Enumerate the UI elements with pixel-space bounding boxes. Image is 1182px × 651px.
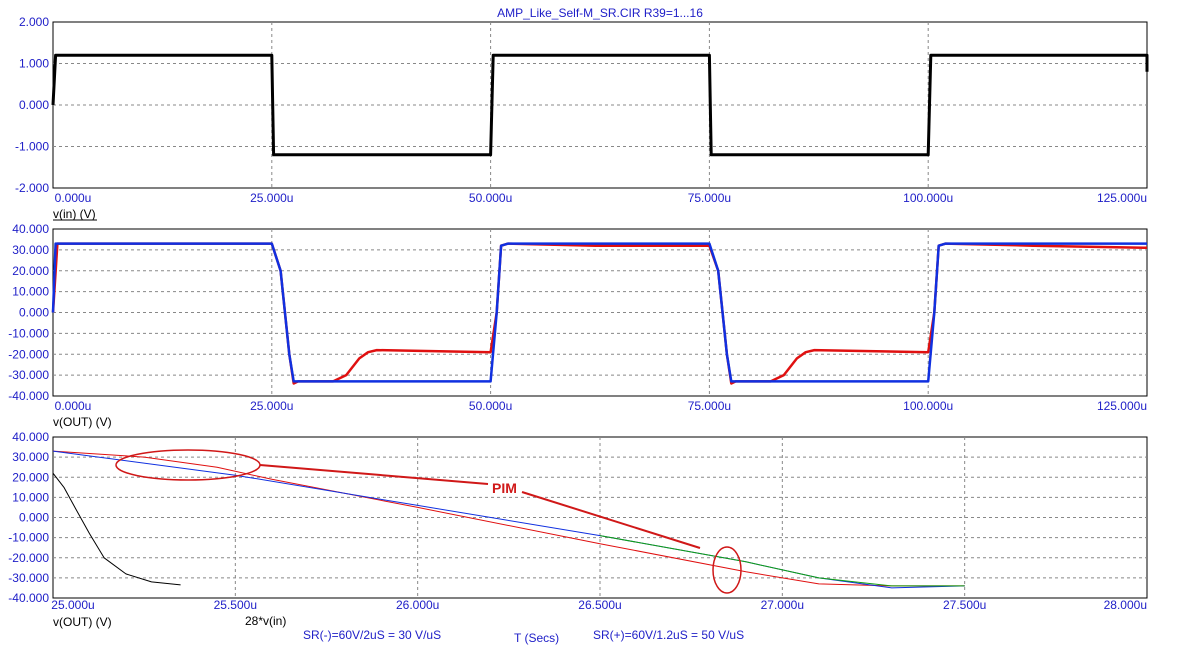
y-tick-label: 0.000 [19,306,49,320]
x-tick-label: 0.000u [55,191,92,205]
x-tick-label: 26.500u [578,598,621,612]
axis-ylabel: v(OUT) (V) [53,415,112,429]
x-tick-label: 28.000u [1104,598,1147,612]
series-label: 28*v(in) [245,614,286,628]
chart-title: AMP_Like_Self-M_SR.CIR R39=1...16 [497,6,703,20]
series-line [52,450,965,587]
x-axis-label: T (Secs) [514,631,559,645]
y-tick-label: -10.000 [8,326,49,340]
panel-output: 40.000 30.000 20.000 10.000 0.000 -10.000 -20.… [8,222,1148,429]
y-tick-label: 0.000 [19,511,49,525]
sr-minus-label: SR(-)=60V/2uS = 30 V/uS [303,628,441,642]
x-tick-label: 25.000u [250,191,293,205]
pim-label: PIM [492,480,517,496]
x-tick-label: 26.000u [396,598,439,612]
y-tick-label: -40.000 [8,389,49,403]
x-tick-label: 0.000u [55,399,92,413]
pim-arrow-left [259,464,489,485]
panel-zoom: 40.000 30.000 20.000 10.000 0.000 -10.000 -20.… [8,430,1148,629]
x-tick-label: 27.000u [761,598,804,612]
x-tick-label: 100.000u [903,399,953,413]
y-tick-label: 0.000 [19,98,49,112]
y-tick-label: 10.000 [12,285,49,299]
y-tick-label: 20.000 [12,470,49,484]
y-tick-label: -1.000 [15,140,49,154]
y-tick-label: -2.000 [15,181,49,195]
sr-plus-label: SR(+)=60V/1.2uS = 50 V/uS [593,628,744,642]
y-tick-label: 20.000 [12,264,49,278]
y-tick-label: 30.000 [12,243,49,257]
x-tick-label: 125.000u [1097,399,1147,413]
series-line [51,242,1147,383]
y-tick-label: -10.000 [8,531,49,545]
y-tick-label: 40.000 [12,430,49,444]
y-tick-label: -20.000 [8,347,49,361]
y-tick-label: 10.000 [12,490,49,504]
series-line [51,242,1148,385]
y-tick-label: -40.000 [8,591,49,605]
x-tick-label: 25.000u [250,399,293,413]
series-line [599,535,965,587]
annotation-layer: PIM SR(-)=60V/2uS = 30 V/uS T (Secs) SR(… [115,449,744,645]
pim-ellipse-left [115,449,261,481]
x-tick-label: 50.000u [469,399,512,413]
x-tick-label: 125.000u [1097,191,1147,205]
pim-arrow-right [521,491,701,549]
series-line [52,472,181,586]
x-tick-label: 75.000u [688,399,731,413]
panel-input: 2.000 1.000 0.000 -1.000 -2.000 0.000u 25.000u… [15,15,1149,221]
x-tick-label: 25.500u [214,598,257,612]
y-tick-label: -30.000 [8,571,49,585]
y-tick-label: 2.000 [19,15,49,29]
y-tick-label: -30.000 [8,368,49,382]
x-tick-label: 100.000u [903,191,953,205]
axis-ylabel: v(in) (V) [53,207,96,221]
series-line [52,450,965,589]
x-tick-label: 25.000u [51,598,94,612]
y-tick-label: 1.000 [19,57,49,71]
x-tick-label: 75.000u [688,191,731,205]
pim-ellipse-right [712,546,742,594]
y-tick-label: 30.000 [12,450,49,464]
x-tick-label: 27.500u [943,598,986,612]
y-tick-label: -20.000 [8,551,49,565]
x-tick-label: 50.000u [469,191,512,205]
axis-ylabel: v(OUT) (V) [53,615,112,629]
y-tick-label: 40.000 [12,222,49,236]
series-line [51,53,1149,157]
